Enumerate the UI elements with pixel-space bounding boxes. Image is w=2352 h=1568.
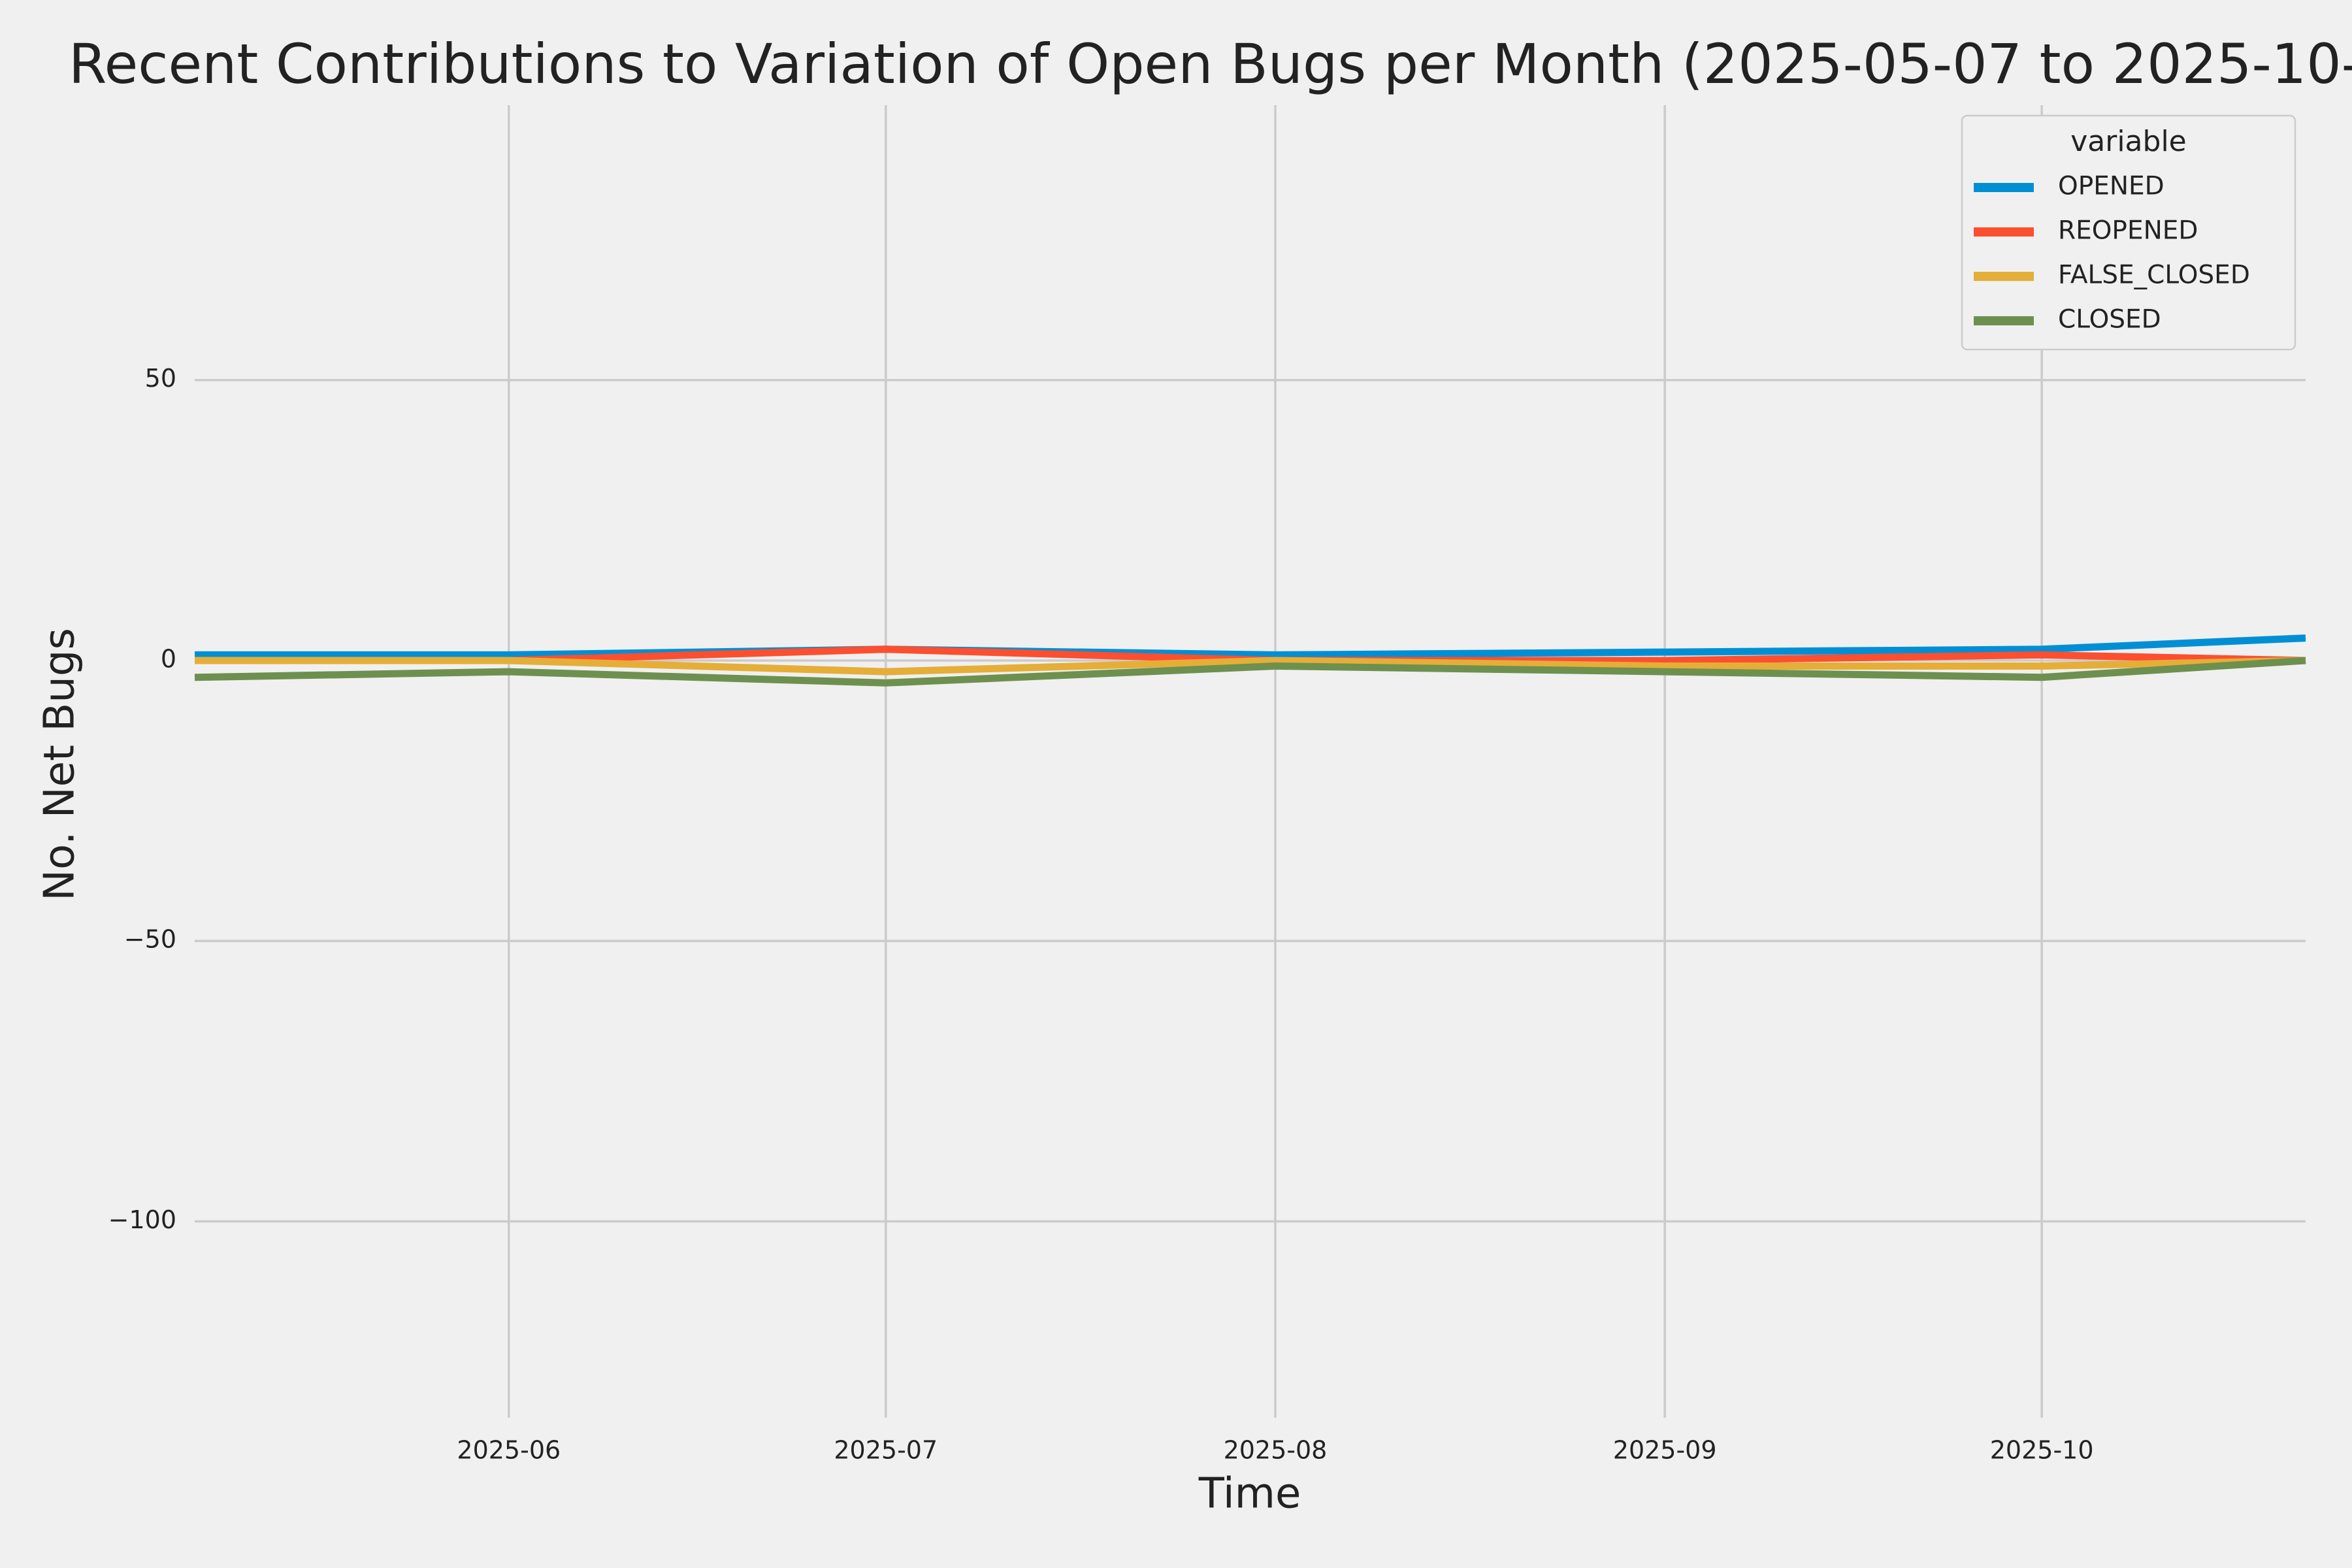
y-tick-label: 0 [161,644,176,673]
legend-label: OPENED [2058,172,2164,201]
line-series [194,657,2306,687]
legend: variable OPENED REOPENED FALSE_CLOSED CLOSED [1961,114,2296,351]
x-tick-label: 2025-10 [1990,1436,2094,1465]
x-tick-label: 2025-07 [834,1436,938,1465]
x-axis-label: Time [1198,1470,1301,1518]
legend-title: variable [2070,125,2187,158]
legend-label: REOPENED [2058,216,2198,246]
y-axis-label: No. Net Bugs [36,628,84,901]
x-tick-label: 2025-09 [1613,1436,1717,1465]
x-tick-label: 2025-08 [1224,1436,1328,1465]
legend-box [1961,114,2296,351]
line-series [195,657,2306,676]
chart-title: Recent Contributions to Variation of Ope… [69,32,2352,96]
y-tick-label: 50 [145,364,176,393]
legend-label: CLOSED [2058,305,2161,335]
y-tick-label: −100 [108,1205,176,1234]
y-tick-label: −50 [124,925,176,954]
legend-label: FALSE_CLOSED [2058,261,2250,290]
line-series [195,634,2306,659]
x-tick-label: 2025-06 [457,1436,561,1465]
